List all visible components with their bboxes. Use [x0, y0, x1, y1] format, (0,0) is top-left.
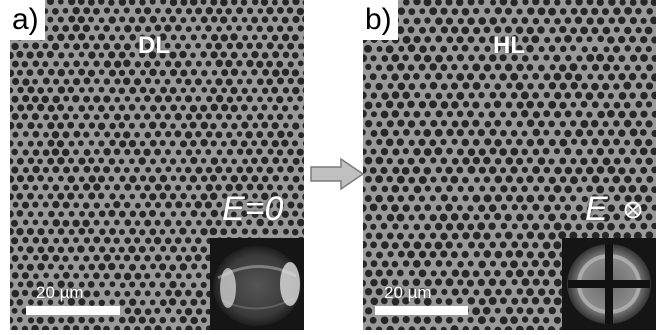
field-direction-into-page-icon	[624, 201, 642, 219]
scale-label-a: 20 µm	[36, 283, 84, 302]
transition-arrow-icon	[310, 157, 365, 191]
conoscopic-inset-a	[210, 238, 304, 330]
panel-a: a) DL E=0 20 µm	[10, 0, 304, 330]
scale-bar-b	[375, 306, 468, 315]
conoscope-pattern-a	[210, 238, 304, 330]
field-label-e: E	[585, 190, 608, 228]
panel-letter-b: b)	[363, 0, 398, 40]
conoscope-cross-pattern-b	[562, 238, 656, 330]
micrograph-dl	[10, 0, 304, 330]
panel-b: b) HL E 2	[363, 0, 656, 330]
scale-bar-a	[26, 306, 120, 315]
scale-label-b: 20 µm	[384, 283, 432, 302]
panel-letter-a: a)	[10, 0, 45, 40]
field-label-zero: E=0	[222, 190, 284, 228]
conoscopic-inset-b	[562, 238, 656, 330]
texture-label-hl: HL	[493, 32, 525, 59]
texture-label-dl: DL	[138, 32, 170, 59]
